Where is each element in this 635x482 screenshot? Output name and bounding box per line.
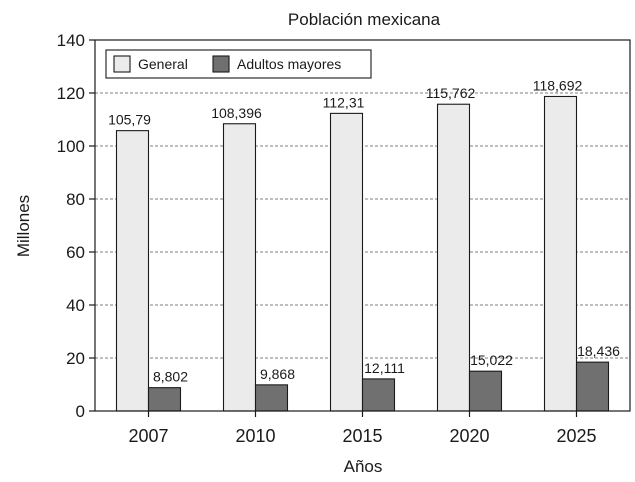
data-label: 112,31 — [323, 94, 365, 110]
y-tick-label: 40 — [66, 296, 85, 315]
legend-label: General — [138, 56, 188, 72]
data-label: 18,436 — [577, 343, 620, 359]
x-axis-title: Años — [344, 457, 383, 476]
data-label: 15,022 — [470, 352, 513, 368]
bar-adultos-mayores — [147, 387, 182, 412]
x-tick-label: 2007 — [128, 426, 168, 446]
x-tick-label: 2025 — [556, 426, 596, 446]
axes: 0 20 40 60 80 100 120 140 2007 2010 2015 2020 2025 — [57, 31, 597, 446]
bar-general — [115, 130, 150, 412]
y-tick-label: 0 — [76, 402, 85, 421]
legend: General Adultos mayores — [105, 49, 372, 79]
data-label: 105,79 — [108, 112, 151, 128]
bar-general — [436, 103, 471, 412]
bars — [115, 95, 610, 412]
bar-adultos-mayores — [361, 378, 396, 412]
bar-general — [329, 112, 364, 412]
legend-label: Adultos mayores — [237, 56, 341, 72]
data-label: 115,762 — [426, 85, 476, 101]
data-label: 12,111 — [364, 360, 405, 376]
data-label: 9,868 — [260, 366, 295, 382]
x-tick-label: 2015 — [342, 426, 382, 446]
y-tick-label: 140 — [57, 31, 85, 50]
data-labels: 105,79 8,802 108,396 9,868 112,31 12,111 115,7… — [108, 77, 620, 384]
x-tick-label: 2020 — [449, 426, 489, 446]
bar-general — [543, 95, 578, 412]
x-tick-label: 2010 — [235, 426, 275, 446]
y-axis-title: Millones — [14, 195, 33, 257]
y-tick-label: 20 — [66, 349, 85, 368]
bar-adultos-mayores — [575, 361, 610, 412]
data-label: 118,692 — [533, 77, 583, 93]
bar-general — [222, 123, 257, 412]
bar-adultos-mayores — [254, 384, 289, 412]
data-label: 108,396 — [211, 105, 262, 121]
y-tick-label: 120 — [57, 84, 85, 103]
bar-adultos-mayores — [468, 370, 503, 412]
legend-swatch — [212, 55, 230, 73]
chart-title: Población mexicana — [288, 10, 441, 29]
y-tick-label: 80 — [66, 190, 85, 209]
y-tick-label: 100 — [57, 137, 85, 156]
legend-swatch — [113, 55, 131, 73]
y-tick-label: 60 — [66, 243, 85, 262]
legend-box — [105, 49, 372, 79]
data-label: 8,802 — [153, 369, 188, 385]
